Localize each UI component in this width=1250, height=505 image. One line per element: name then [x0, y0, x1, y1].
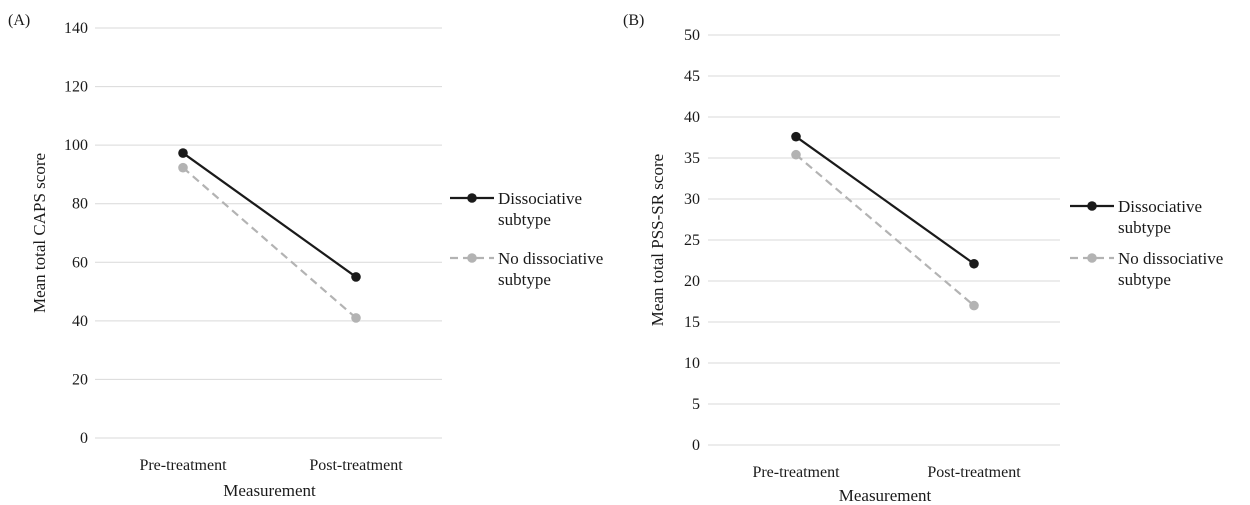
- legend-marker-a-2: [467, 253, 477, 263]
- series-line-b-1: [795, 135, 975, 265]
- legend-label-b-1-line2: subtype: [1118, 218, 1171, 237]
- y-tick-label-b: 15: [684, 314, 700, 331]
- panel-label-b: (B): [623, 12, 644, 29]
- data-point-a-2: [178, 162, 188, 173]
- data-point-b-1: [969, 258, 979, 269]
- panel-label-a: (A): [8, 12, 30, 29]
- legend-marker-b-1: [1087, 201, 1097, 211]
- y-tick-label-a: 140: [64, 20, 88, 37]
- y-tick-label-b: 5: [692, 396, 700, 413]
- legend-label-b-2: No dissociative: [1118, 249, 1223, 268]
- legend-label-b-2-line2: subtype: [1118, 270, 1171, 289]
- data-point-b-1: [791, 131, 801, 142]
- y-tick-label-b: 20: [684, 273, 700, 290]
- y-tick-label-b: 45: [684, 68, 700, 85]
- y-tick-label-a: 0: [80, 430, 88, 447]
- x-axis-title-b: Measurement: [839, 486, 932, 505]
- series-line-b-2: [795, 153, 975, 307]
- data-point-a-2: [351, 313, 361, 323]
- y-tick-label-a: 60: [72, 254, 88, 271]
- legend-label-a-2: No dissociative: [498, 249, 603, 268]
- y-axis-title-a: Mean total CAPS score: [30, 153, 49, 313]
- x-axis-title-a: Measurement: [223, 481, 316, 500]
- x-tick-label-a: Pre-treatment: [139, 457, 227, 474]
- x-tick-label-b: Post-treatment: [927, 464, 1021, 481]
- y-tick-label-a: 80: [72, 196, 88, 213]
- data-point-b-2: [791, 149, 801, 160]
- data-point-a-1: [178, 148, 188, 158]
- legend-label-b-1: Dissociative: [1118, 197, 1202, 216]
- y-tick-label-b: 10: [684, 355, 700, 372]
- legend-label-a-1: Dissociative: [498, 189, 582, 208]
- y-tick-label-a: 120: [64, 79, 88, 96]
- y-tick-label-b: 25: [684, 232, 700, 249]
- y-axis-title-b: Mean total PSS-SR score: [648, 154, 667, 326]
- legend-marker-b-2: [1087, 253, 1097, 263]
- y-tick-label-a: 40: [72, 313, 88, 330]
- y-tick-label-b: 50: [684, 27, 700, 44]
- data-point-a-1: [351, 272, 361, 282]
- y-tick-label-b: 35: [684, 150, 700, 167]
- x-tick-label-a: Post-treatment: [309, 457, 403, 474]
- x-tick-label-b: Pre-treatment: [752, 464, 840, 481]
- y-tick-label-b: 40: [684, 109, 700, 126]
- series-line-a-1: [182, 152, 357, 278]
- y-tick-label-a: 20: [72, 371, 88, 388]
- y-tick-label-b: 0: [692, 437, 700, 454]
- legend-label-a-1-line2: subtype: [498, 210, 551, 229]
- series-line-a-2: [182, 166, 357, 319]
- legend-label-a-2-line2: subtype: [498, 270, 551, 289]
- y-tick-label-a: 100: [64, 137, 88, 154]
- y-tick-label-b: 30: [684, 191, 700, 208]
- data-point-b-2: [969, 300, 979, 311]
- legend-marker-a-1: [467, 193, 477, 203]
